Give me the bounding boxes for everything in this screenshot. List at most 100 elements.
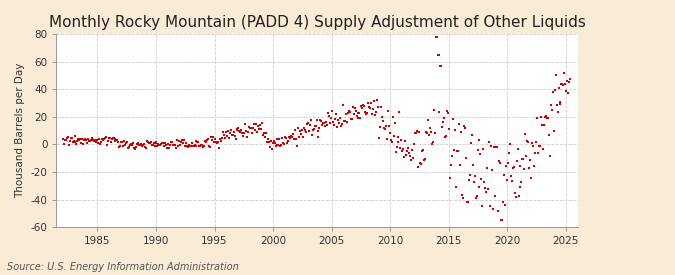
Point <box>502 178 512 182</box>
Point <box>543 116 554 120</box>
Point <box>525 158 536 163</box>
Point <box>270 144 281 148</box>
Point <box>397 149 408 153</box>
Point <box>537 122 547 127</box>
Point <box>462 200 472 204</box>
Point <box>552 110 563 115</box>
Point <box>207 138 217 142</box>
Point <box>71 142 82 146</box>
Point <box>543 133 554 137</box>
Point <box>474 185 485 189</box>
Point <box>200 138 211 143</box>
Point <box>160 141 171 145</box>
Point <box>101 135 111 139</box>
Point <box>510 194 521 199</box>
Point <box>290 128 300 132</box>
Point <box>201 140 212 144</box>
Point <box>549 88 560 93</box>
Point <box>222 128 233 133</box>
Point <box>263 137 273 142</box>
Point <box>363 101 374 106</box>
Point <box>403 146 414 150</box>
Point <box>301 121 312 126</box>
Point <box>152 144 163 148</box>
Point <box>171 146 182 150</box>
Point <box>154 143 165 147</box>
Point <box>375 125 385 130</box>
Point <box>464 173 475 178</box>
Point <box>235 130 246 134</box>
Point <box>323 110 333 115</box>
Point <box>373 105 383 109</box>
Point <box>531 140 541 144</box>
Point <box>166 140 177 144</box>
Point <box>194 144 205 148</box>
Point <box>312 135 323 140</box>
Point <box>458 196 468 200</box>
Point <box>495 161 506 166</box>
Point <box>547 89 558 94</box>
Point <box>176 140 186 144</box>
Point <box>199 144 210 148</box>
Point <box>514 185 525 189</box>
Point <box>502 161 513 165</box>
Point <box>62 135 73 139</box>
Point <box>129 145 140 150</box>
Point <box>111 138 122 143</box>
Point <box>560 82 571 86</box>
Point <box>116 140 127 144</box>
Point <box>423 133 434 138</box>
Point <box>317 123 328 128</box>
Point <box>259 130 269 135</box>
Point <box>180 141 191 145</box>
Point <box>479 180 490 184</box>
Point <box>284 135 294 139</box>
Point <box>344 109 354 113</box>
Point <box>125 143 136 147</box>
Point <box>516 180 527 185</box>
Point <box>439 116 450 120</box>
Text: Source: U.S. Energy Information Administration: Source: U.S. Energy Information Administ… <box>7 262 238 272</box>
Point <box>454 163 465 167</box>
Point <box>428 108 439 112</box>
Point <box>286 134 296 138</box>
Point <box>121 141 132 146</box>
Point <box>219 136 230 141</box>
Point <box>381 123 392 128</box>
Point <box>385 138 396 143</box>
Title: Monthly Rocky Mountain (PADD 4) Supply Adjustment of Other Liquids: Monthly Rocky Mountain (PADD 4) Supply A… <box>49 15 585 30</box>
Point <box>414 129 425 134</box>
Point <box>198 145 209 149</box>
Point <box>76 141 87 145</box>
Point <box>291 137 302 141</box>
Point <box>342 120 352 124</box>
Point <box>239 131 250 136</box>
Point <box>421 131 432 136</box>
Point <box>188 143 199 148</box>
Point <box>285 136 296 140</box>
Point <box>252 130 263 134</box>
Point <box>475 152 486 157</box>
Point <box>400 139 410 143</box>
Point <box>519 166 530 171</box>
Point <box>104 136 115 140</box>
Point <box>296 128 307 132</box>
Point <box>288 132 298 137</box>
Point <box>489 194 500 199</box>
Point <box>110 137 121 141</box>
Point <box>95 140 106 144</box>
Point <box>497 199 508 204</box>
Point <box>483 186 493 191</box>
Point <box>61 136 72 140</box>
Point <box>63 142 74 147</box>
Point <box>178 138 189 142</box>
Point <box>156 142 167 147</box>
Point <box>287 134 298 139</box>
Point <box>319 120 329 125</box>
Point <box>307 128 318 132</box>
Point <box>328 120 339 124</box>
Point <box>163 141 173 146</box>
Point <box>367 111 377 116</box>
Point <box>352 111 363 116</box>
Point <box>209 140 219 145</box>
